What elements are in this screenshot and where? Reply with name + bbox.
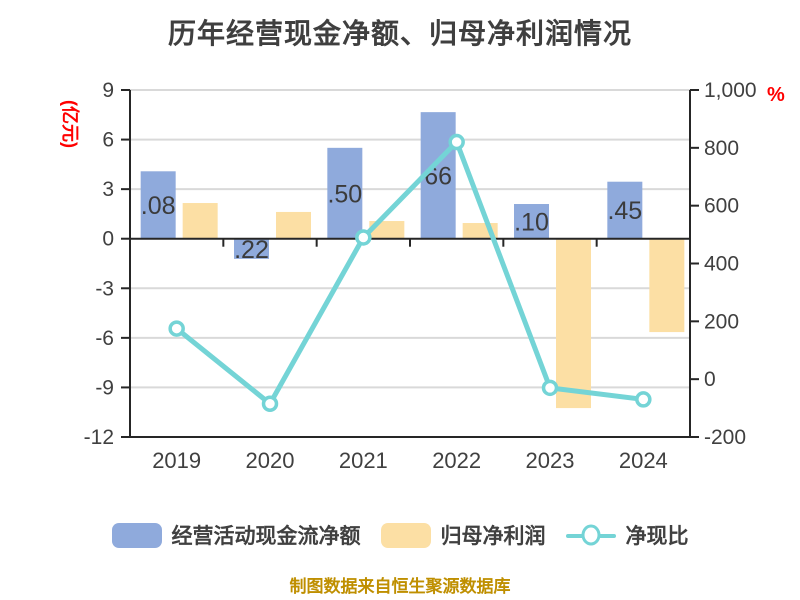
chart-title: 历年经营现金净额、归母净利润情况 <box>167 18 632 49</box>
legend-label-cash-flow: 经营活动现金流净额 <box>171 525 361 548</box>
left-axis-tick-label: 0 <box>102 228 114 251</box>
right-axis-tick-label: 800 <box>704 137 739 160</box>
cash-ratio-point-2024 <box>635 391 652 408</box>
legend-item-net-profit: 归母净利润 <box>380 520 546 550</box>
bar-value-label: .10 <box>514 208 549 236</box>
data-source-note: 制图数据来自恒生聚源数据库 <box>289 577 511 596</box>
cash-flow-swatch-icon <box>111 522 162 548</box>
right-axis-tick-label: 0 <box>704 368 716 391</box>
legend-item-cash-ratio: 净现比 <box>565 520 689 550</box>
bar-value-label: .50 <box>327 180 362 208</box>
x-axis-year-label: 2023 <box>526 448 575 473</box>
bar-cash-flow-2021 <box>327 147 363 239</box>
left-axis-tick-label: -12 <box>84 426 114 449</box>
bar-net-profit-2023 <box>556 238 591 409</box>
cash-ratio-line-marker-icon <box>565 523 616 548</box>
legend-label-net-profit: 归母净利润 <box>440 525 546 548</box>
right-axis-tick-label: 1,000 <box>704 79 757 102</box>
bar-value-label: .08 <box>141 192 176 220</box>
bar-value-label: .45 <box>607 197 642 225</box>
left-axis-tick-label: -3 <box>95 277 114 300</box>
cash-ratio-point-2023 <box>541 379 559 397</box>
x-axis-year-label: 2022 <box>432 448 481 473</box>
left-axis-tick-label: 9 <box>102 79 114 102</box>
bar-net-profit-2024 <box>649 238 685 333</box>
legend: 经营活动现金流净额 归母净利润 净现比 <box>0 521 800 549</box>
bar-net-profit-2020 <box>276 211 311 239</box>
bar-cash-flow-2020 <box>234 238 269 259</box>
bar-value-label: .22 <box>234 236 269 264</box>
cash-ratio-line <box>174 139 646 407</box>
bar-value-label: 66 <box>424 162 452 190</box>
bar-cash-flow-2019 <box>140 171 176 239</box>
cash-ratio-point-2021 <box>355 229 372 246</box>
legend-item-operating-cash-flow: 经营活动现金流净额 <box>111 520 361 550</box>
right-axis-tick-label: 600 <box>704 195 739 218</box>
x-axis-year-label: 2019 <box>152 448 201 473</box>
bar-cash-flow-2024 <box>607 181 643 239</box>
right-axis-tick-label: 400 <box>704 253 739 276</box>
right-axis-tick-label: -200 <box>704 426 746 449</box>
bar-net-profit-2019 <box>182 203 218 239</box>
cash-ratio-point-2022 <box>448 133 465 151</box>
x-axis-year-label: 2024 <box>619 448 668 473</box>
right-axis-unit-label: % <box>767 84 785 106</box>
x-axis-year-label: 2020 <box>246 448 295 473</box>
left-axis-tick-label: -6 <box>95 327 114 350</box>
x-axis-year-label: 2021 <box>339 448 388 473</box>
bar-cash-flow-2023 <box>514 204 549 239</box>
right-axis-tick-label: 200 <box>704 310 739 333</box>
legend-label-cash-ratio: 净现比 <box>625 525 689 548</box>
left-axis-tick-label: 6 <box>102 129 114 152</box>
cash-ratio-point-2020 <box>261 395 279 412</box>
left-axis-tick-label: 3 <box>102 178 114 201</box>
net-profit-swatch-icon <box>380 522 431 548</box>
cash-ratio-point-2019 <box>168 320 185 337</box>
left-axis-tick-label: -9 <box>95 376 114 399</box>
